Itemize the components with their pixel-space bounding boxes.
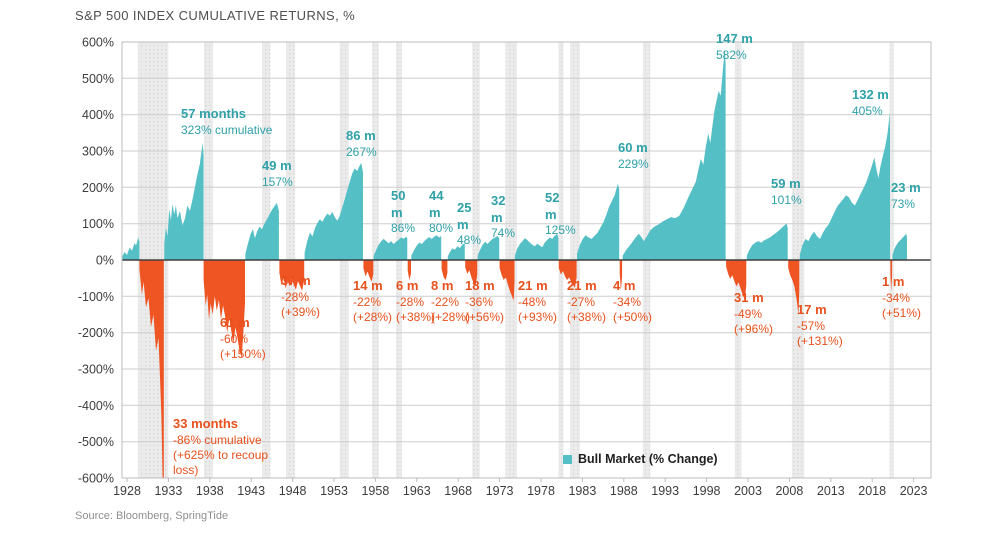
bull-area [304, 163, 363, 260]
x-tick-label: 1938 [196, 484, 224, 498]
x-tick-label: 1943 [237, 484, 265, 498]
legend-label: Bull Market (% Change) [578, 452, 718, 466]
plot-border [121, 41, 932, 479]
y-tick-label: 600% [82, 36, 114, 50]
bull-area [799, 112, 890, 260]
bull-area [447, 243, 465, 260]
bear-area [788, 260, 800, 315]
x-tick-label: 1948 [279, 484, 307, 498]
bear-area [279, 260, 305, 291]
bear-area [465, 260, 478, 286]
bull-area [892, 233, 907, 260]
x-tick-label: 1953 [320, 484, 348, 498]
x-tick-label: 1933 [154, 484, 182, 498]
y-tick-label: -600% [78, 472, 114, 486]
x-tick-label: 1998 [693, 484, 721, 498]
bear-area [139, 260, 164, 478]
x-tick-label: 1958 [361, 484, 389, 498]
chart-title: S&P 500 INDEX CUMULATIVE RETURNS, % [75, 8, 356, 23]
bear-area [203, 260, 245, 359]
legend: Bull Market (% Change) [563, 452, 718, 466]
y-tick-label: -200% [78, 326, 114, 340]
bear-area [726, 260, 747, 300]
x-tick-label: 1983 [568, 484, 596, 498]
x-tick-label: 1968 [444, 484, 472, 498]
bear-area [499, 260, 515, 301]
y-tick-label: 100% [82, 217, 114, 231]
x-tick-label: 1928 [113, 484, 141, 498]
bull-area [622, 48, 726, 260]
bear-area [619, 260, 623, 291]
bear-area [558, 260, 577, 288]
y-tick-label: 200% [82, 181, 114, 195]
y-tick-label: -100% [78, 290, 114, 304]
bull-area [577, 183, 620, 260]
x-tick-label: 2013 [817, 484, 845, 498]
bear-area [407, 260, 411, 280]
bear-area [363, 260, 374, 282]
bull-area [245, 203, 279, 260]
x-tick-label: 2018 [858, 484, 886, 498]
x-tick-label: 2023 [900, 484, 928, 498]
y-tick-label: 300% [82, 145, 114, 159]
y-tick-label: 500% [82, 72, 114, 86]
bear-area [441, 260, 448, 280]
bull-area [411, 235, 442, 260]
y-tick-label: -300% [78, 363, 114, 377]
x-tick-label: 1988 [610, 484, 638, 498]
bull-area [477, 236, 500, 260]
x-tick-label: 1973 [486, 484, 514, 498]
x-tick-label: 1993 [651, 484, 679, 498]
x-tick-label: 2008 [775, 484, 803, 498]
bull-area [122, 237, 140, 260]
bull-area [746, 223, 788, 260]
source-note: Source: Bloomberg, SpringTide [75, 510, 229, 522]
bull-area [514, 233, 559, 260]
x-tick-label: 2003 [734, 484, 762, 498]
bull-market-swatch-icon [563, 454, 572, 464]
bull-area [164, 142, 204, 260]
y-tick-label: -500% [78, 435, 114, 449]
y-tick-label: 400% [82, 108, 114, 122]
bull-area [373, 236, 408, 260]
y-tick-label: -400% [78, 399, 114, 413]
x-tick-label: 1963 [403, 484, 431, 498]
y-tick-label: 0% [96, 254, 114, 268]
bear-area [890, 260, 893, 291]
x-tick-label: 1978 [527, 484, 555, 498]
